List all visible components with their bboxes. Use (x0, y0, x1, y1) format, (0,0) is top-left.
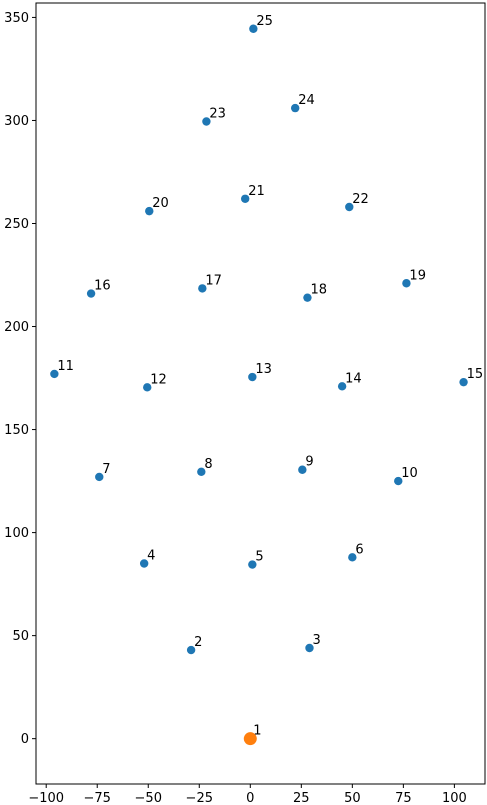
point-label: 16 (94, 279, 111, 294)
x-tick-label: −50 (135, 791, 162, 805)
data-point (197, 467, 206, 477)
point-label: 22 (352, 192, 369, 207)
y-tick-label: 100 (4, 526, 29, 541)
x-tick-label: 0 (246, 791, 254, 805)
y-tick-label: 50 (12, 629, 29, 644)
point-label: 17 (205, 273, 222, 288)
data-point (145, 206, 154, 216)
x-tick-label: 100 (442, 791, 467, 805)
point-label: 14 (345, 371, 362, 386)
x-tick-label: −25 (186, 791, 213, 805)
data-point (139, 559, 149, 568)
data-point (459, 377, 468, 387)
point-label: 2 (194, 635, 202, 650)
data-point (202, 117, 211, 126)
point-label: 4 (147, 549, 155, 564)
x-tick-label: 75 (395, 791, 412, 805)
plot-frame (35, 2, 486, 785)
x-tick-label: −75 (84, 791, 111, 805)
data-point (240, 194, 250, 203)
point-label: 11 (57, 359, 74, 374)
data-point (186, 645, 196, 655)
point-label: 21 (248, 184, 265, 199)
data-point (86, 289, 96, 298)
point-label: 8 (204, 457, 212, 472)
point-label: 1 (253, 724, 261, 739)
data-point (248, 372, 257, 382)
point-label: 5 (255, 550, 263, 565)
y-tick-label: 350 (4, 11, 29, 26)
point-label: 7 (102, 462, 110, 477)
x-tick-label: −100 (28, 791, 64, 805)
point-label: 6 (355, 542, 363, 557)
point-label: 18 (310, 283, 327, 298)
point-label: 12 (150, 372, 167, 387)
point-label: 19 (409, 268, 426, 283)
point-label: 9 (305, 455, 313, 470)
y-tick-label: 150 (4, 423, 29, 438)
data-point (348, 553, 357, 562)
data-point (303, 293, 312, 302)
data-point (198, 284, 207, 293)
data-point (248, 560, 257, 569)
x-tick-label: 50 (344, 791, 361, 805)
data-point (143, 383, 152, 392)
point-label: 15 (467, 367, 484, 382)
data-point (394, 476, 403, 486)
point-label: 10 (401, 466, 418, 481)
point-label: 20 (152, 196, 169, 211)
data-point (95, 472, 104, 482)
data-point (290, 103, 300, 113)
y-tick-label: 250 (4, 217, 29, 232)
data-point (305, 643, 314, 653)
y-tick-label: 200 (4, 320, 29, 335)
data-point (402, 279, 411, 288)
point-label: 25 (256, 14, 273, 29)
y-tick-label: 0 (21, 732, 29, 747)
axis-ticks: −100 −75 −50 −25 0 25 50 75 10005010015020025030… (4, 11, 467, 805)
data-point (249, 24, 258, 33)
data-point (50, 369, 59, 379)
point-label: 13 (255, 362, 272, 377)
highlight-point (243, 732, 257, 746)
point-label: 23 (209, 106, 226, 121)
y-tick-label: 300 (4, 114, 29, 129)
point-label: 24 (298, 93, 315, 108)
data-point (337, 382, 347, 391)
x-tick-label: 25 (293, 791, 310, 805)
data-point (345, 202, 354, 212)
point-label: 3 (312, 633, 320, 648)
data-point (298, 465, 307, 474)
